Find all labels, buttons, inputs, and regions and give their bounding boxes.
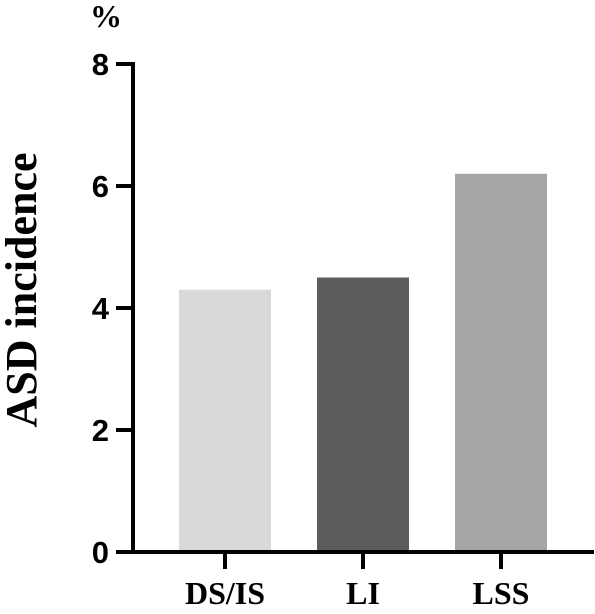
bars xyxy=(179,173,547,553)
y-unit-label: % xyxy=(90,0,122,34)
y-tick-label: 4 xyxy=(92,291,110,326)
y-tick-label: 2 xyxy=(92,413,109,448)
x-tick-label: LSS xyxy=(473,575,530,611)
y-axis-label: ASD incidence xyxy=(0,153,46,428)
y-axis-ticks: 0 2 4 6 8 xyxy=(92,47,133,570)
x-tick-label: DS/IS xyxy=(185,575,265,611)
y-tick-label: 8 xyxy=(92,47,109,82)
bar-lss xyxy=(455,173,547,553)
y-tick-label: 6 xyxy=(92,169,109,204)
bar-li xyxy=(317,277,409,552)
bar-ds-is xyxy=(179,289,271,552)
x-tick-label: LI xyxy=(346,575,380,611)
x-axis-ticks: DS/IS LI LSS xyxy=(185,552,529,611)
y-tick-label: 0 xyxy=(92,535,109,570)
